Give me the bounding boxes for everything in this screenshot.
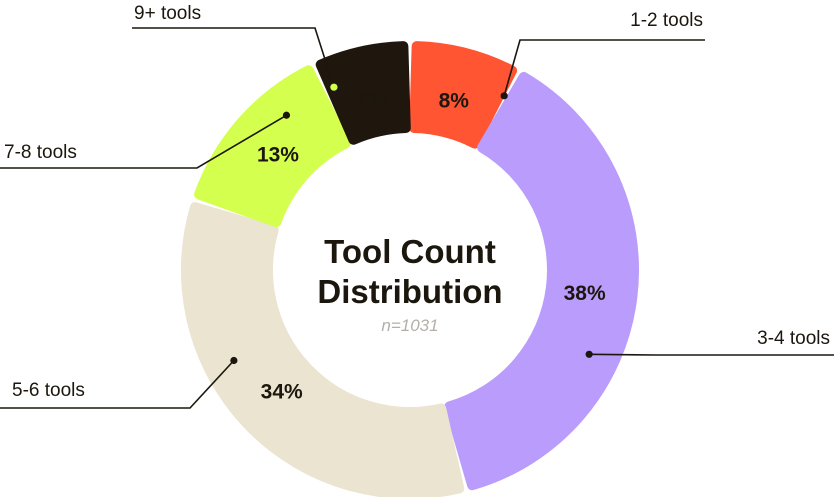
- percent-labels: 8% 38% 34% 13% 7%: [257, 88, 606, 403]
- donut-slices: [181, 41, 639, 497]
- slice-2-leader-dot: [585, 350, 593, 358]
- slice-4-leader-dot: [282, 111, 291, 119]
- slice-1-value-label: 8%: [439, 90, 470, 113]
- chart-title-line-2: Distribution: [317, 273, 502, 310]
- slice-3-leader-line: [0, 359, 235, 409]
- slice-5-leader-line: [132, 27, 335, 88]
- slice-2: [444, 71, 639, 491]
- slice-3-value-label: 34%: [261, 380, 303, 403]
- slice-3-leader-dot: [230, 356, 238, 365]
- chart-subtitle: n=1031: [381, 316, 438, 335]
- slice-5-value-label: 7%: [356, 88, 387, 111]
- slice-3: [181, 202, 465, 497]
- slice-1: [409, 41, 518, 149]
- slice-4-value-label: 13%: [257, 144, 299, 167]
- slice-3-category-label: 5-6 tools: [12, 380, 85, 401]
- slice-4-leader-line: [0, 114, 287, 169]
- slice-4: [194, 65, 351, 228]
- slice-4-category-label: 7-8 tools: [4, 142, 77, 163]
- category-labels: 1-2 tools 3-4 tools 5-6 tools 7-8 tools 9+ t…: [4, 3, 830, 401]
- slice-1-leader-line: [503, 39, 705, 97]
- slice-2-leader-line: [589, 353, 834, 356]
- slice-5-category-label: 9+ tools: [134, 3, 201, 24]
- slice-2-category-label: 3-4 tools: [757, 328, 830, 349]
- slice-1-category-label: 1-2 tools: [630, 10, 703, 31]
- slice-1-leader-dot: [500, 92, 508, 100]
- leader-lines: [0, 27, 834, 409]
- slice-5: [315, 41, 411, 145]
- slice-2-value-label: 38%: [564, 282, 606, 305]
- chart-title-line-1: Tool Count: [324, 233, 496, 270]
- slice-5-leader-dot: [330, 83, 338, 91]
